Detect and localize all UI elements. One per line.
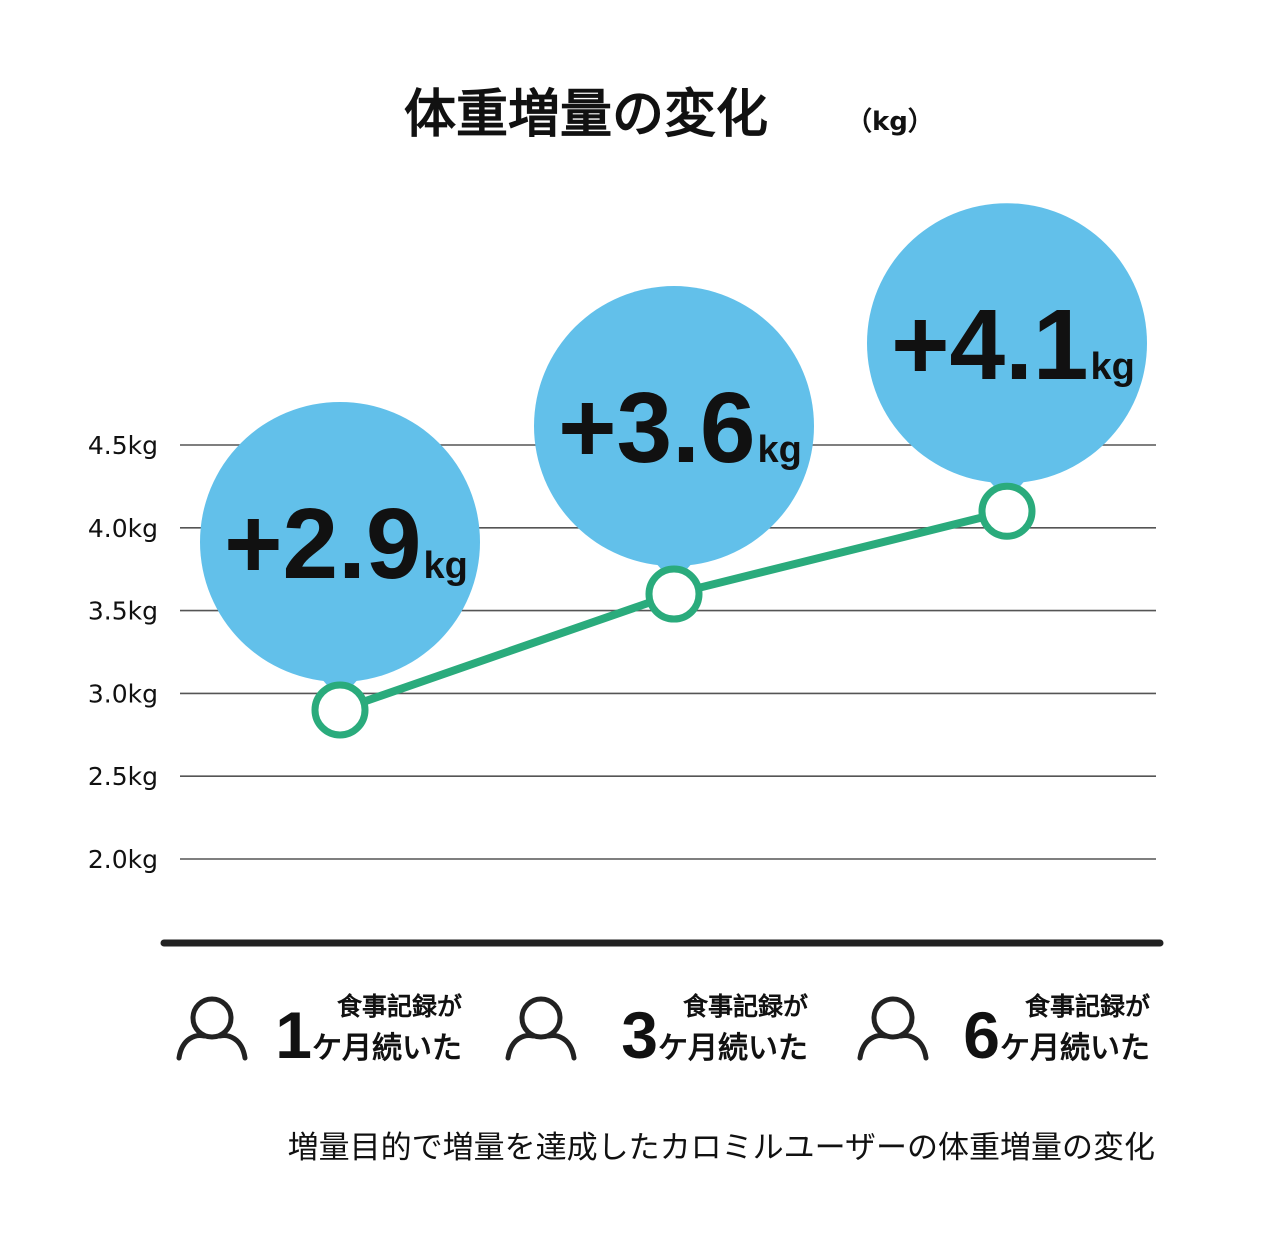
category-prefix: 食事記録が	[1025, 992, 1150, 1021]
bubble-circle	[200, 401, 480, 682]
data-label-bubble: +2.9kg	[200, 401, 480, 700]
y-tick-label: 4.0kg	[88, 514, 158, 543]
data-label-value: +4.1	[891, 289, 1088, 401]
category-number: 3	[621, 998, 658, 1072]
category-main: 6ケ月続いた	[963, 998, 1150, 1072]
grid-layer: 4.5kg 4.0kg 3.5kg 3.0kg 2.5kg 2.0kg	[88, 431, 1156, 874]
data-label-unit: kg	[758, 429, 802, 471]
category-main: 3ケ月続いた	[621, 998, 808, 1072]
user-icon	[176, 996, 248, 1061]
y-tick-label: 3.5kg	[88, 597, 158, 626]
chart-title-unit: （kg）	[846, 107, 934, 137]
data-point-marker	[311, 681, 369, 739]
series-layer	[311, 482, 1036, 739]
category-suffix: ケ月続いた	[1000, 1031, 1150, 1066]
data-label-unit: kg	[424, 545, 468, 587]
category-number: 6	[963, 998, 1000, 1072]
data-point-marker	[978, 482, 1036, 540]
data-label-value: +3.6	[558, 372, 755, 484]
category-suffix: ケ月続いた	[658, 1031, 808, 1066]
bubble-circle	[867, 203, 1147, 484]
y-tick-label: 3.0kg	[88, 679, 158, 708]
data-label-text: +2.9kg	[224, 488, 468, 600]
category-number: 1	[275, 998, 312, 1072]
category-main: 1ケ月続いた	[275, 998, 462, 1072]
user-icon	[505, 996, 577, 1061]
data-label-text: +3.6kg	[558, 372, 802, 484]
data-label-text: +4.1kg	[891, 289, 1135, 401]
data-label-value: +2.9	[224, 488, 421, 600]
data-label-bubble: +3.6kg	[534, 286, 814, 585]
data-label-unit: kg	[1091, 346, 1135, 388]
user-icon	[857, 996, 929, 1061]
y-tick-label: 2.0kg	[88, 845, 158, 874]
category-suffix: ケ月続いた	[312, 1031, 462, 1066]
bubble-circle	[534, 286, 814, 567]
y-tick-label: 4.5kg	[88, 431, 158, 460]
data-point-marker	[645, 565, 703, 623]
category-prefix: 食事記録が	[683, 992, 808, 1021]
chart-title: 体重増量の変化	[404, 85, 768, 145]
category-prefix: 食事記録が	[337, 992, 462, 1021]
y-tick-label: 2.5kg	[88, 762, 158, 791]
data-label-bubble: +4.1kg	[867, 203, 1147, 502]
data-label-layer: +2.9kg+3.6kg+4.1kg	[200, 203, 1147, 700]
chart-caption: 増量目的で増量を達成したカロミルユーザーの体重増量の変化	[288, 1130, 1155, 1166]
